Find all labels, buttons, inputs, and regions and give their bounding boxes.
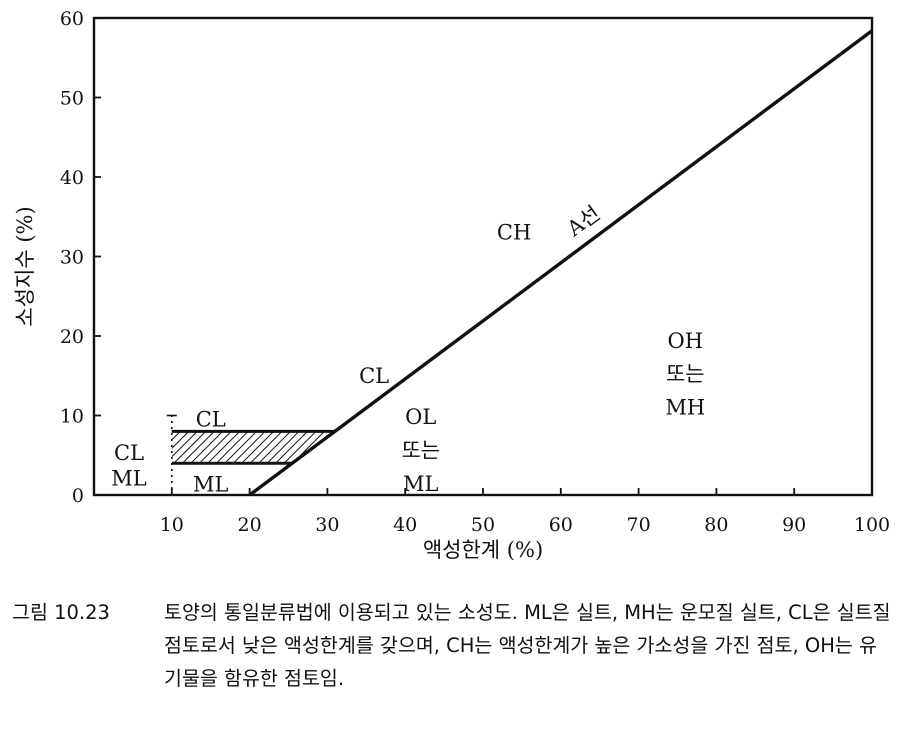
region-label-cl-ml-left: CL	[114, 441, 144, 465]
region-label-cl-ml-left: ML	[111, 466, 147, 490]
a-line	[248, 29, 874, 497]
region-label-oh-mh: MH	[665, 396, 705, 420]
plasticity-chart: 10 20 30 40 50 60 70 80 90 100 0 10 20 30 40 50 60 A선 CH C…	[13, 8, 890, 560]
x-tick-label: 60	[549, 514, 573, 536]
x-tick-label: 30	[315, 514, 339, 536]
region-label-oh-mh: OH	[668, 329, 704, 353]
hatched-cl-ml-zone	[171, 431, 335, 464]
x-tick-label: 100	[854, 514, 890, 536]
x-tick-label: 50	[471, 514, 495, 536]
x-axis-label: 액성한계 (%)	[423, 538, 543, 560]
caption-text: 토양의 통일분류법에 이용되고 있는 소성도. ML은 실트, MH는 운모질 …	[164, 601, 891, 690]
region-label-ol-ml: OL	[405, 405, 436, 429]
y-axis-label: 소성지수 (%)	[13, 206, 37, 326]
x-tick-label: 90	[782, 514, 806, 536]
region-label-ol-ml: ML	[403, 472, 439, 496]
region-label-ch: CH	[497, 221, 531, 245]
caption-number: 그림 10.23	[12, 601, 110, 624]
region-label-cl-upper: CL	[359, 364, 389, 388]
x-tick-label: 80	[704, 514, 728, 536]
x-tick-label: 40	[393, 514, 417, 536]
region-label-cl-zone: CL	[196, 407, 226, 431]
y-tick-label: 50	[60, 88, 84, 110]
y-tick-label: 0	[72, 485, 84, 507]
y-tick-label: 40	[60, 167, 84, 189]
x-tick-label: 10	[160, 514, 184, 536]
region-label-oh-mh: 또는	[666, 362, 705, 386]
region-label-ol-ml: 또는	[401, 438, 440, 462]
region-label-ml-zone: ML	[193, 473, 229, 497]
y-tick-label: 60	[60, 8, 84, 30]
x-tick-label: 20	[238, 514, 262, 536]
y-tick-label: 10	[60, 406, 84, 428]
y-tick-label: 30	[60, 247, 84, 269]
x-tick-label: 70	[627, 514, 651, 536]
y-tick-label: 20	[60, 326, 84, 348]
